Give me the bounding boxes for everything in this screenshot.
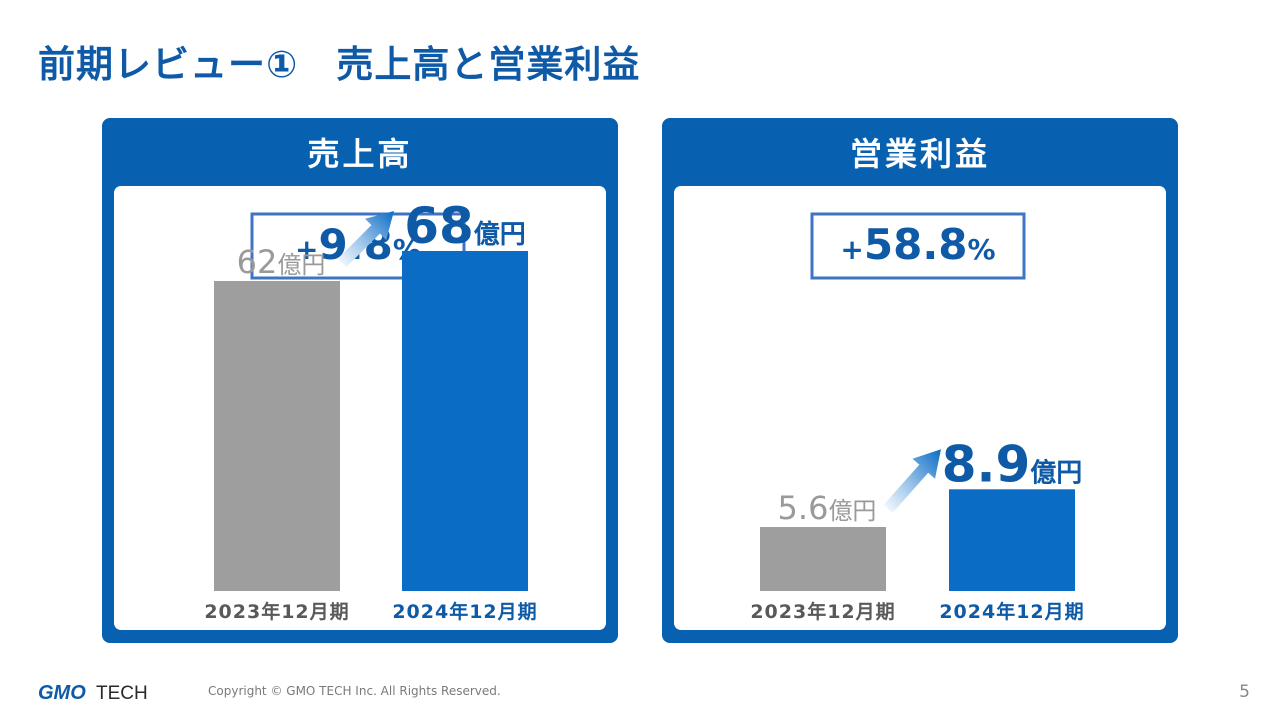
growth-arrow-icon	[883, 449, 941, 513]
growth-box	[810, 212, 1026, 280]
value-label-2024: 8.9億円	[942, 435, 1083, 493]
category-label-2023: 2023年12月期	[204, 600, 349, 623]
page-title: 前期レビュー① 売上高と営業利益	[38, 43, 641, 86]
operating-profit-panel-body: +58.8% 2023年12月期 2024年12月期 5.6億円 8.9億円	[674, 186, 1166, 630]
bar-2024	[949, 489, 1075, 591]
value-label-2023: 5.6億円	[778, 489, 877, 527]
growth-unit: %	[968, 233, 996, 266]
bar-2023	[760, 527, 886, 591]
growth-arrow-icon	[337, 211, 394, 268]
value-number-2023: 62	[237, 243, 278, 281]
value-number-2023: 5.6	[778, 489, 829, 527]
category-label-2024: 2024年12月期	[939, 600, 1084, 623]
bar-2023	[214, 281, 340, 591]
category-label-2024: 2024年12月期	[392, 600, 537, 623]
growth-value: 58.8	[864, 220, 968, 269]
bar-2024	[402, 251, 528, 591]
value-number-2024: 8.9	[942, 435, 1031, 493]
growth-rate: +9.8%	[295, 220, 421, 269]
value-number-2024: 68	[404, 197, 474, 255]
gmo-tech-logo: GMO TECH	[38, 681, 178, 707]
growth-sign: +	[840, 233, 863, 266]
sales-panel-title: 売上高	[307, 135, 413, 173]
value-unit-2024: 億円	[1030, 458, 1082, 488]
operating-profit-panel: 営業利益 +58.8% 2023年12月期 2024年12月期 5.6億円 8.9億円	[662, 118, 1178, 643]
logo-tech-text: TECH	[96, 683, 148, 703]
value-unit-2023: 億円	[828, 497, 876, 525]
growth-sign: +	[295, 233, 318, 266]
value-unit-2024: 億円	[474, 220, 526, 250]
value-label-2024: 68億円	[404, 197, 526, 255]
category-label-2023: 2023年12月期	[750, 600, 895, 623]
gmo-tech-logo-mark: GMO TECH	[38, 682, 148, 704]
growth-rate: +58.8%	[840, 220, 995, 269]
copyright-text: Copyright © GMO TECH Inc. All Rights Res…	[208, 684, 501, 698]
page-number: 5	[1239, 682, 1250, 702]
value-label-2023: 62億円	[237, 243, 326, 281]
operating-profit-panel-title: 営業利益	[849, 135, 990, 173]
value-unit-2023: 億円	[277, 251, 325, 279]
logo-gmo-text: GMO	[38, 682, 86, 703]
